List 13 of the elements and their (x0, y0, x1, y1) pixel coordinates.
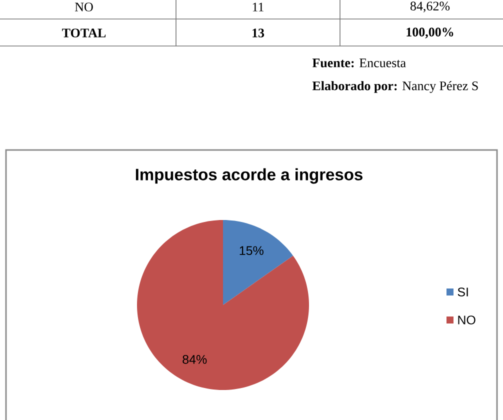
data-label: 84% (182, 354, 207, 364)
chart-title: Impuestos acorde a ingresos (136, 168, 362, 184)
text: 84,62% (410, 2, 450, 12)
text: NO (74, 2, 93, 12)
text: 100,00% (406, 28, 454, 38)
legend-label: SI (458, 288, 468, 296)
text: 13 (252, 28, 264, 38)
legend-label: NO (458, 316, 476, 324)
text: Fuente: Encuesta (312, 58, 406, 68)
data-label: 15% (240, 246, 264, 256)
text: 11 (252, 2, 264, 12)
text: Elaborado por: Nancy Pérez S (312, 81, 478, 93)
text: TOTAL (62, 28, 106, 38)
